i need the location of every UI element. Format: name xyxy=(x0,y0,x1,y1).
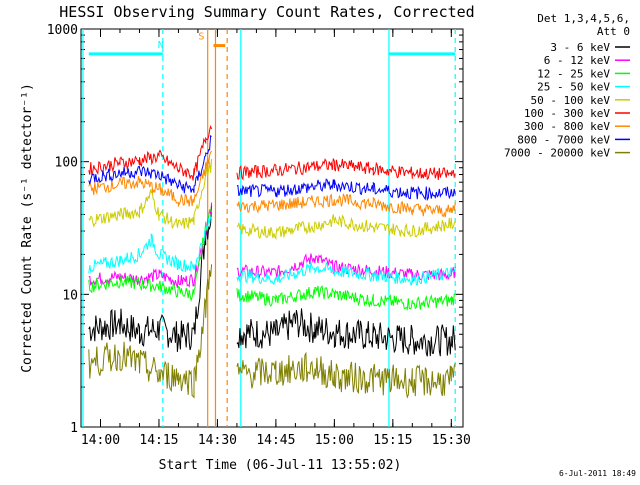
x-tick-label: 14:00 xyxy=(81,433,120,448)
series-line-7 xyxy=(236,178,456,202)
y-tick-label: 100 xyxy=(55,156,78,171)
x-tick-label: 15:15 xyxy=(373,433,412,448)
legend-label: 300 - 800 keV xyxy=(524,120,610,133)
legend-label: 50 - 100 keV xyxy=(531,94,611,107)
axis-ticks: 1 10 100 1000 14:00 14:15 14:30 14:45 15:00 15:15… xyxy=(47,23,471,448)
annotation-label: N xyxy=(158,40,164,51)
series-line-8 xyxy=(88,264,213,399)
footer-timestamp: 6-Jul-2011 18:49 xyxy=(559,469,636,478)
series-line-0 xyxy=(88,205,213,352)
series-line-5 xyxy=(88,124,213,181)
vertical-markers xyxy=(82,29,456,427)
series-line-3 xyxy=(236,261,456,286)
y-tick-label: 10 xyxy=(62,288,78,303)
y-tick-label: 1000 xyxy=(47,23,78,38)
series-line-5 xyxy=(236,158,456,181)
legend-label: 25 - 50 keV xyxy=(537,81,610,94)
series-line-0 xyxy=(236,308,456,357)
series-line-6 xyxy=(88,150,213,208)
x-tick-label: 15:30 xyxy=(432,433,471,448)
series-line-3 xyxy=(88,215,212,274)
x-tick-label: 14:30 xyxy=(198,433,237,448)
series-line-8 xyxy=(236,351,456,399)
series-line-4 xyxy=(88,158,213,230)
x-axis-label: Start Time (06-Jul-11 13:55:02) xyxy=(159,458,402,473)
chart-title: HESSI Observing Summary Count Rates, Cor… xyxy=(59,3,474,21)
series-line-6 xyxy=(236,193,456,218)
series-line-2 xyxy=(236,285,456,311)
series-line-2 xyxy=(88,208,213,303)
y-axis-label: Corrected Count Rate (s⁻¹ detector⁻¹) xyxy=(20,83,35,373)
x-tick-label: 14:15 xyxy=(139,433,178,448)
x-tick-label: 14:45 xyxy=(256,433,295,448)
legend-label: 6 - 12 keV xyxy=(544,54,611,67)
annotations: NS xyxy=(88,32,456,56)
legend-label: 7000 - 20000 keV xyxy=(504,147,610,160)
legend-label: 100 - 300 keV xyxy=(524,107,610,120)
legend-label: 800 - 7000 keV xyxy=(517,133,610,146)
legend-label: 3 - 6 keV xyxy=(550,41,610,54)
series-line-1 xyxy=(88,202,213,288)
series-lines xyxy=(88,124,456,399)
x-tick-label: 15:00 xyxy=(315,433,354,448)
series-line-4 xyxy=(236,214,456,241)
y-tick-label: 1 xyxy=(70,421,78,436)
plot-frame xyxy=(80,28,464,428)
series-line-7 xyxy=(88,135,212,194)
legend-label: 12 - 25 keV xyxy=(537,67,610,80)
legend-title-line-1: Det 1,3,4,5,6, xyxy=(537,12,630,25)
annotation-label: S xyxy=(198,32,204,43)
legend-title-line-2: Att 0 xyxy=(597,25,630,38)
